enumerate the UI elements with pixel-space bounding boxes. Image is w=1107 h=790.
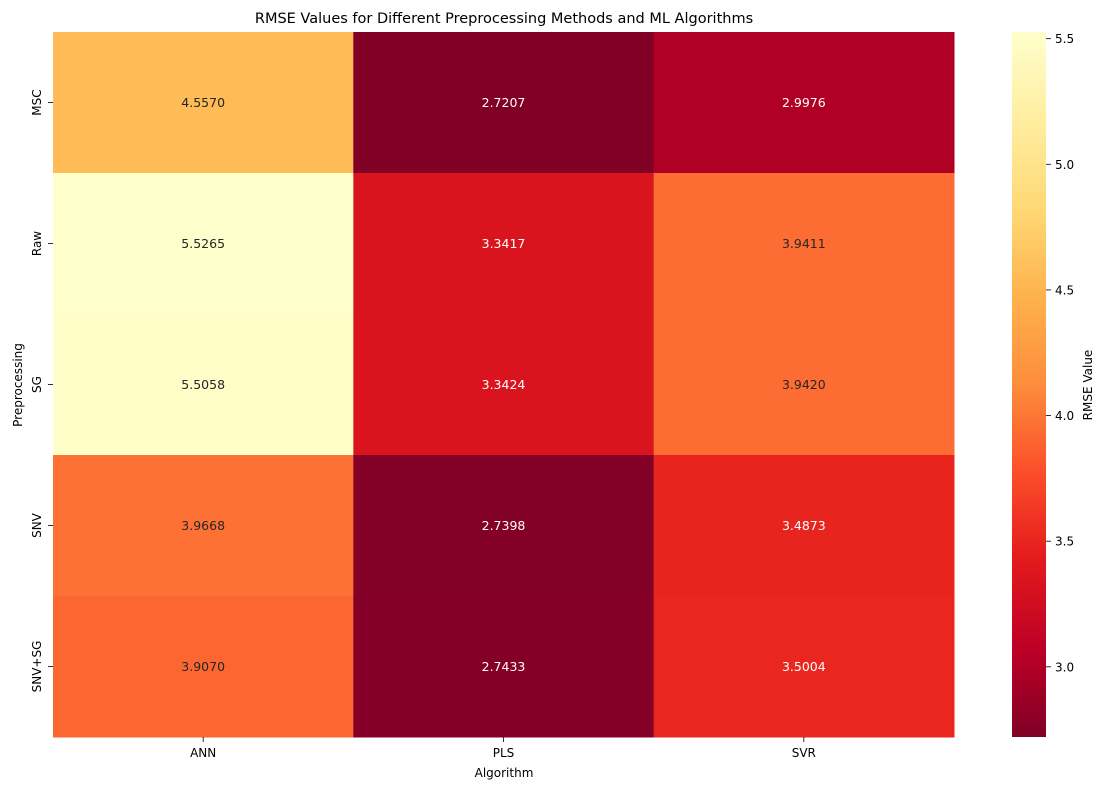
cell-value-label: 5.5058 [181, 377, 225, 392]
y-axis: MSC Raw SG SNV SNV+SG [30, 89, 53, 692]
y-tick-label: SNV+SG [30, 641, 44, 693]
colorbar-tick-label: 3.5 [1055, 535, 1074, 549]
colorbar-tick-label: 5.5 [1055, 32, 1074, 46]
cell-value-label: 4.5570 [181, 95, 225, 110]
heatmap-cell [53, 314, 354, 456]
cell-value-label: 2.7398 [482, 518, 526, 533]
cell-value-label: 3.9070 [181, 659, 225, 674]
colorbar-tick-label: 4.0 [1055, 409, 1074, 423]
heatmap-cell [653, 455, 955, 597]
x-tick-label: SVR [792, 746, 816, 760]
heatmap-cell [653, 314, 955, 456]
cell-value-label: 3.5004 [782, 659, 826, 674]
heatmap-cell [353, 173, 655, 315]
heatmap-cell [53, 173, 354, 315]
colorbar-tick-label: 3.0 [1055, 660, 1074, 674]
x-axis-label: Algorithm [475, 766, 534, 780]
heatmap-cell [53, 32, 354, 174]
cell-value-label: 3.9411 [782, 236, 826, 251]
heatmap-cell [353, 455, 655, 597]
cell-value-label: 5.5265 [181, 236, 225, 251]
y-tick-label: MSC [30, 89, 44, 115]
y-tick-label: Raw [30, 231, 44, 256]
heatmap-cell [353, 314, 655, 456]
y-tick-label: SNV [30, 512, 44, 538]
cell-value-label: 3.9420 [782, 377, 826, 392]
x-tick-label: PLS [493, 746, 515, 760]
y-tick-label: SG [30, 376, 44, 393]
heatmap-cell [53, 596, 354, 738]
colorbar-tick-label: 5.0 [1055, 158, 1074, 172]
heatmap-cell [353, 596, 655, 738]
heatmap-cell [53, 455, 354, 597]
chart-title: RMSE Values for Different Preprocessing … [255, 11, 753, 27]
colorbar-label: RMSE Value [1081, 350, 1095, 421]
cell-value-label: 3.3424 [482, 377, 526, 392]
heatmap-cell [653, 32, 955, 174]
cell-value-label: 3.9668 [181, 518, 225, 533]
y-axis-label: Preprocessing [11, 343, 25, 427]
heatmap-cell [653, 173, 955, 315]
cell-value-label: 2.9976 [782, 95, 826, 110]
colorbar [1012, 32, 1046, 737]
x-tick-label: ANN [190, 746, 216, 760]
cell-value-label: 2.7207 [482, 95, 526, 110]
cell-value-label: 2.7433 [482, 659, 526, 674]
x-axis: ANN PLS SVR [190, 737, 816, 760]
cell-value-label: 3.3417 [482, 236, 526, 251]
colorbar-tick-label: 4.5 [1055, 283, 1074, 297]
heatmap-cells [53, 32, 955, 738]
heatmap-cell [653, 596, 955, 738]
cell-value-label: 3.4873 [782, 518, 826, 533]
colorbar-ticks: 3.0 3.5 4.0 4.5 5.0 5.5 [1046, 32, 1074, 674]
heatmap-cell-labels: 4.5570 2.7207 2.9976 5.5265 3.3417 3.9411 5.50… [181, 95, 825, 674]
heatmap-cell [353, 32, 655, 174]
